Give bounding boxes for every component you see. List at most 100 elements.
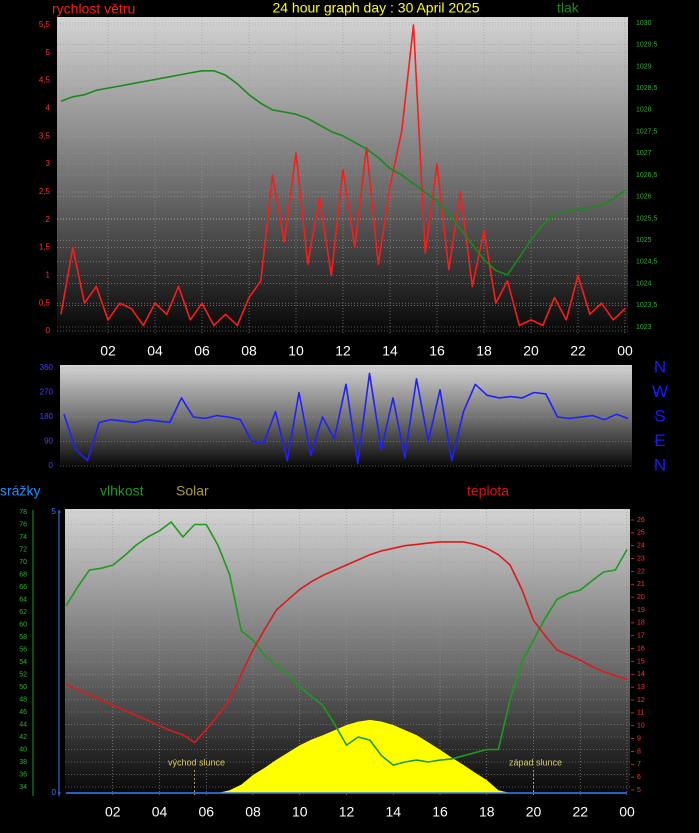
y-tick-label: 1025,5 — [636, 215, 658, 222]
x-tick-label: 20 — [523, 343, 539, 359]
x-tick-label: 08 — [241, 343, 257, 359]
y-tick-label: 3,5 — [39, 131, 51, 140]
y-tick-label: N — [654, 357, 666, 376]
chart-title: 24 hour graph day : 30 April 2025 — [272, 0, 479, 16]
y-tick-label: 20 — [637, 594, 645, 601]
y-tick-label: 8 — [637, 748, 641, 755]
y-tick-label: 4,5 — [39, 76, 51, 85]
y-tick-label: 56 — [19, 646, 27, 653]
y-tick-label: 6 — [637, 774, 641, 781]
x-tick-label: 18 — [479, 804, 495, 820]
y-tick-label: 0 — [49, 461, 54, 470]
y-tick-label: 21 — [637, 581, 645, 588]
y-tick-label: 36 — [19, 771, 27, 778]
y-tick-label: 16 — [637, 645, 645, 652]
y-tick-label: 7 — [637, 761, 641, 768]
x-tick-label: 22 — [572, 804, 588, 820]
x-tick-label: 04 — [152, 804, 168, 820]
annotation: západ slunce — [509, 757, 562, 767]
y-tick-label: 50 — [19, 684, 27, 691]
y-tick-label: 72 — [19, 546, 27, 553]
legend-label: teplota — [467, 483, 509, 499]
y-tick-label: 42 — [19, 734, 27, 741]
y-tick-label: 60 — [19, 621, 27, 628]
line — [65, 521, 628, 766]
y-tick-label: 1024 — [636, 280, 652, 287]
line — [60, 70, 626, 276]
y-tick-label: 270 — [40, 388, 54, 397]
plot-area — [60, 365, 632, 468]
y-tick-label: 5 — [637, 787, 641, 794]
y-tick-label: 25 — [637, 530, 645, 537]
x-tick-label: 00 — [617, 343, 633, 359]
x-tick-label: 02 — [100, 343, 116, 359]
x-tick-label: 06 — [194, 343, 210, 359]
y-tick-label: 68 — [19, 571, 27, 578]
y-tick-label: 62 — [19, 609, 27, 616]
y-tick-label: 76 — [19, 521, 27, 528]
y-tick-label: 9 — [637, 735, 641, 742]
x-tick-label: 00 — [619, 804, 635, 820]
y-tick-label: 0 — [52, 788, 57, 797]
y-tick-label: W — [652, 382, 668, 401]
y-tick-label: 10 — [637, 723, 645, 730]
y-tick-label: N — [654, 455, 666, 474]
y-tick-label: 3 — [46, 159, 51, 168]
x-tick-label: 22 — [570, 343, 586, 359]
y-tick-label: 1027,5 — [636, 128, 658, 135]
y-tick-label: 0,5 — [39, 298, 51, 307]
y-tick-label: 4 — [46, 104, 51, 113]
x-tick-label: 14 — [382, 343, 398, 359]
area — [66, 719, 627, 793]
y-tick-label: 34 — [19, 784, 27, 791]
line — [60, 24, 626, 327]
annotation: východ slunce — [168, 757, 225, 767]
x-tick-label: 02 — [105, 804, 121, 820]
x-tick-label: 12 — [335, 343, 351, 359]
y-tick-label: S — [654, 406, 665, 425]
y-tick-label: 13 — [637, 684, 645, 691]
y-tick-label: 2 — [46, 215, 51, 224]
x-tick-label: 08 — [245, 804, 261, 820]
y-tick-label: 1023,5 — [636, 302, 658, 309]
y-tick-label: 54 — [19, 659, 27, 666]
y-tick-label: 58 — [19, 634, 27, 641]
y-tick-label: 23 — [637, 555, 645, 562]
x-tick-label: 04 — [147, 343, 163, 359]
y-tick-label: 1025 — [636, 237, 652, 244]
y-tick-label: 1 — [46, 270, 51, 279]
y-tick-label: 1023 — [636, 324, 652, 331]
y-tick-label: 14 — [637, 671, 645, 678]
y-tick-label: 360 — [40, 363, 54, 372]
y-tick-label: 1024,5 — [636, 259, 658, 266]
y-tick-label: 52 — [19, 671, 27, 678]
y-tick-label: 22 — [637, 568, 645, 575]
x-tick-label: 10 — [288, 343, 304, 359]
y-tick-label: 1027 — [636, 150, 652, 157]
line — [65, 541, 628, 744]
y-tick-label: 2,5 — [39, 187, 51, 196]
x-tick-label: 12 — [339, 804, 355, 820]
legend-label: srážky — [0, 483, 40, 499]
y-tick-label: 1030 — [636, 20, 652, 27]
y-tick-label: 40 — [19, 746, 27, 753]
y-tick-label: 12 — [637, 697, 645, 704]
y-tick-label: 66 — [19, 584, 27, 591]
y-tick-label: 1029 — [636, 63, 652, 70]
legend-label: rychlost větru — [52, 1, 135, 17]
legend-label: vlhkost — [100, 483, 144, 499]
y-tick-label: 19 — [637, 607, 645, 614]
y-tick-label: 64 — [19, 596, 27, 603]
y-tick-label: 180 — [40, 412, 54, 421]
y-tick-label: 5,5 — [39, 20, 51, 29]
x-tick-label: 20 — [526, 804, 542, 820]
y-tick-label: 0 — [46, 326, 51, 335]
y-tick-label: 5 — [46, 48, 51, 57]
y-tick-label: 46 — [19, 709, 27, 716]
y-tick-label: E — [654, 431, 665, 450]
legend-label: tlak — [557, 0, 580, 16]
x-tick-label: 18 — [476, 343, 492, 359]
x-tick-label: 16 — [432, 804, 448, 820]
